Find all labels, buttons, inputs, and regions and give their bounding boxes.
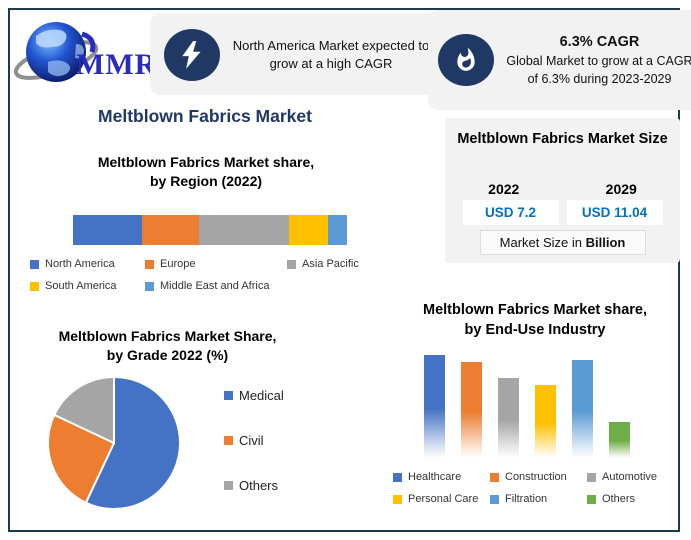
legend-marker-icon <box>30 259 39 269</box>
grade-chart-title-line1: Meltblown Fabrics Market Share, <box>58 328 277 344</box>
bar-personal-care <box>535 385 556 458</box>
legend-item: Others <box>224 478 284 493</box>
callout-heading: 6.3% CAGR <box>559 33 640 50</box>
region-chart-title: Meltblown Fabrics Market share, by Regio… <box>30 153 382 191</box>
grade-legend: Medical Civil Others <box>224 388 284 493</box>
legend-marker-icon <box>490 472 499 482</box>
legend-item: Automotive <box>587 471 679 483</box>
market-size-value-2022: USD 7.2 <box>462 200 559 225</box>
grade-chart-title-line2: by Grade 2022 (%) <box>106 346 229 363</box>
region-segment-europe <box>141 215 200 245</box>
enduse-bars <box>424 352 630 458</box>
pie-slice-civil <box>47 413 115 504</box>
callout-north-america: North America Market expected to grow at… <box>150 14 440 95</box>
legend-marker-icon <box>587 494 596 504</box>
legend-marker-icon <box>490 494 499 504</box>
page-border <box>8 8 680 532</box>
bar-automotive <box>498 378 519 458</box>
legend-marker-icon <box>30 281 39 291</box>
unit-prefix: Market Size in <box>499 235 586 250</box>
region-segment-asia-pacific <box>199 215 290 245</box>
legend-label: North America <box>45 258 115 270</box>
legend-item: Europe <box>145 258 287 270</box>
region-segment-north-america <box>73 215 142 245</box>
legend-item: Personal Care <box>393 493 490 505</box>
callout-body: Global Market to grow at a CAGR of 6.3% … <box>506 54 691 86</box>
legend-label: Medical <box>239 388 284 403</box>
legend-marker-icon <box>393 472 402 482</box>
bar-healthcare <box>424 355 445 458</box>
legend-label: South America <box>45 280 117 292</box>
legend-item: South America <box>30 280 145 292</box>
enduse-legend: Healthcare Construction Automotive Personal… <box>393 471 679 505</box>
legend-item: Construction <box>490 471 587 483</box>
grade-pie-chart <box>47 376 181 510</box>
enduse-chart-title-line2: by End-Use Industry <box>464 321 606 338</box>
market-size-years: 2022 2029 <box>445 181 680 197</box>
bar-others <box>609 422 630 458</box>
pie-slice-others <box>53 376 115 444</box>
legend-label: Others <box>239 478 279 493</box>
market-size-year-2022: 2022 <box>488 181 520 197</box>
callout-cagr: 6.3% CAGR Global Market to grow at a CAG… <box>428 10 691 110</box>
legend-label: Construction <box>505 471 567 483</box>
market-size-value-2029: USD 11.04 <box>566 200 663 225</box>
pie-slice-medical <box>84 376 181 510</box>
grade-pie-wrap <box>46 375 182 511</box>
flame-icon <box>438 34 494 86</box>
enduse-chart-title-line1: Meltblown Fabrics Market share, <box>422 302 647 318</box>
region-chart-title-line1: Meltblown Fabrics Market share, <box>97 154 315 170</box>
legend-label: Asia Pacific <box>302 258 359 270</box>
legend-item: Healthcare <box>393 471 490 483</box>
legend-label: Automotive <box>602 471 658 483</box>
legend-label: Civil <box>239 433 264 448</box>
legend-marker-icon <box>145 281 154 291</box>
unit-bold: Billion <box>585 235 626 250</box>
legend-label: Personal Care <box>408 493 479 505</box>
legend-label: Healthcare <box>408 471 462 483</box>
market-size-year-2029: 2029 <box>605 181 637 197</box>
region-segment-south-america <box>289 215 328 245</box>
bar-filtration <box>572 360 593 458</box>
callout-text: North America Market expected to grow at… <box>232 37 430 71</box>
region-stacked-bar <box>73 215 348 245</box>
lightning-icon <box>164 28 220 81</box>
legend-item: Others <box>587 493 679 505</box>
enduse-chart-title: Meltblown Fabrics Market share, by End-U… <box>390 301 680 340</box>
market-size-unit-label: Market Size in Billion <box>479 230 646 255</box>
legend-item: North America <box>30 258 145 270</box>
legend-marker-icon <box>393 494 402 504</box>
callout-text: 6.3% CAGR Global Market to grow at a CAG… <box>504 33 691 88</box>
grade-chart-title: Meltblown Fabrics Market Share, by Grade… <box>25 327 310 365</box>
region-segment-middle-east-and-africa <box>327 215 348 245</box>
legend-label: Europe <box>160 258 196 270</box>
legend-item: Asia Pacific <box>287 258 382 270</box>
region-legend: North America Europe Asia Pacific South Ame… <box>30 258 382 292</box>
market-size-panel: Meltblown Fabrics Market Size 2022 2029 … <box>445 118 680 263</box>
page-title: Meltblown Fabrics Market <box>98 106 312 126</box>
legend-marker-icon <box>224 436 233 445</box>
globe-icon <box>14 22 99 82</box>
legend-item: Middle East and Africa <box>145 280 287 292</box>
legend-item: Civil <box>224 433 284 448</box>
legend-label: Filtration <box>505 493 548 505</box>
bar-construction <box>461 362 482 458</box>
legend-marker-icon <box>145 259 154 269</box>
mmr-logo: MMR <box>14 14 156 98</box>
region-chart-title-line2: by Region (2022) <box>149 172 263 189</box>
legend-marker-icon <box>287 259 296 269</box>
legend-label: Middle East and Africa <box>160 280 270 292</box>
market-size-title: Meltblown Fabrics Market Size <box>457 131 668 147</box>
legend-label: Others <box>602 493 636 505</box>
market-size-values: USD 7.2 USD 11.04 <box>445 200 680 225</box>
legend-marker-icon <box>224 481 233 490</box>
legend-item: Medical <box>224 388 284 403</box>
legend-item: Filtration <box>490 493 587 505</box>
legend-marker-icon <box>224 391 233 400</box>
legend-marker-icon <box>587 472 596 482</box>
logo-brand-text: MMR <box>76 48 158 81</box>
